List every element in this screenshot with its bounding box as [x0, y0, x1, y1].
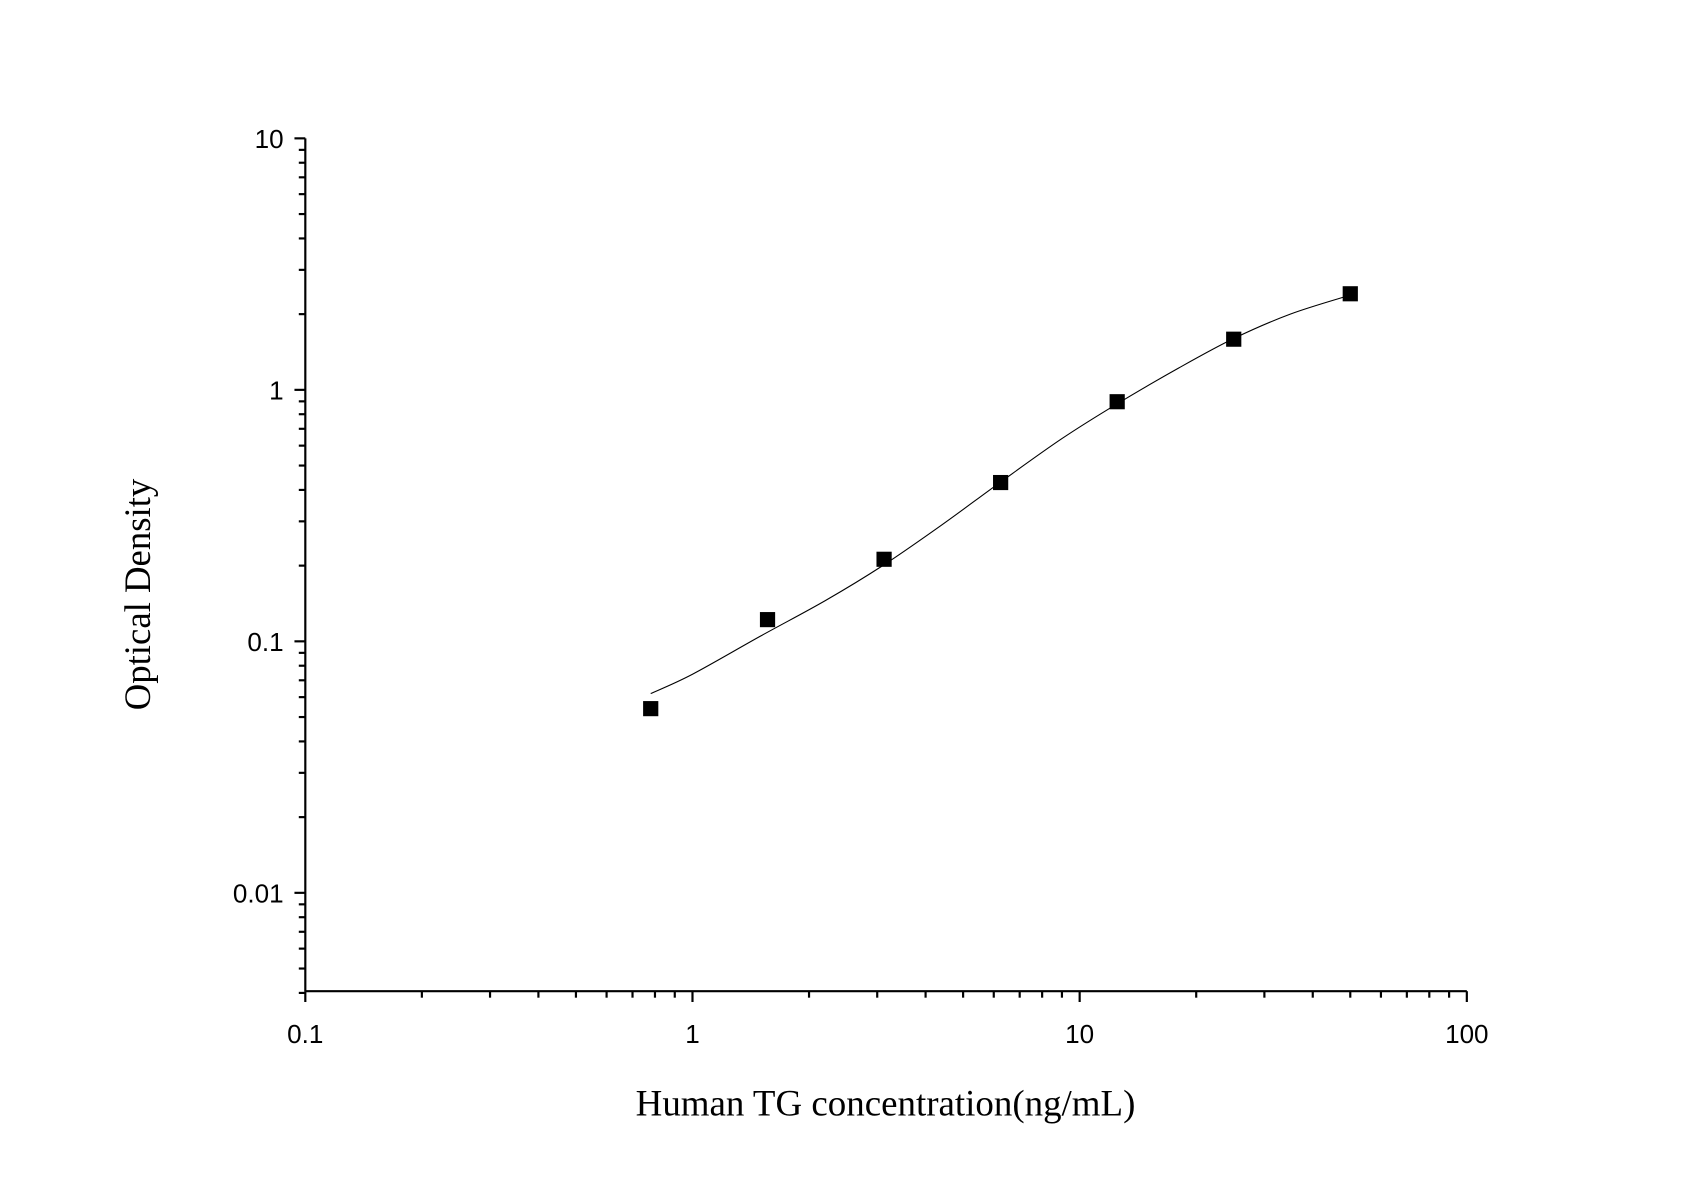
x-tick-label: 100 — [1445, 1019, 1489, 1049]
data-point-marker — [759, 612, 776, 628]
data-point-marker — [643, 701, 659, 717]
data-point-marker — [993, 474, 1009, 491]
x-axis-label: Human TG concentration(ng/mL) — [636, 1083, 1136, 1124]
y-tick-label: 0.01 — [233, 879, 284, 909]
y-tick-label: 1 — [269, 376, 284, 406]
data-point-marker — [1226, 331, 1242, 347]
data-points — [643, 286, 1358, 717]
data-point-marker — [1342, 286, 1358, 302]
x-tick-label: 0.1 — [287, 1019, 323, 1049]
y-axis-label: Optical Density — [117, 478, 158, 710]
x-tick-label: 1 — [685, 1019, 700, 1049]
y-tick-label: 0.1 — [247, 627, 283, 657]
data-point-marker — [876, 551, 892, 567]
data-point-marker — [1109, 394, 1125, 410]
axes: 0.1 1 10 100 0.01 0.1 1 10 — [233, 124, 1489, 1049]
fit-curve-group — [650, 294, 1351, 695]
x-tick-label: 10 — [1065, 1019, 1094, 1049]
fit-curve-line — [650, 294, 1351, 695]
y-tick-label: 10 — [255, 124, 284, 154]
